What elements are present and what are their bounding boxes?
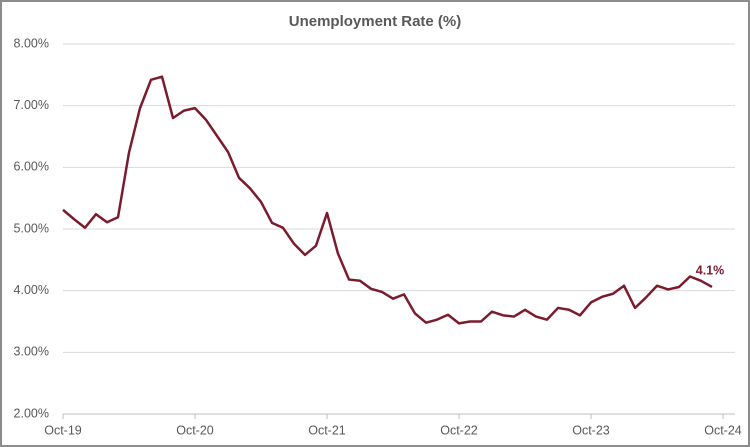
x-tick-label: Oct-19 (44, 423, 82, 437)
x-tick-label: Oct-20 (176, 423, 214, 437)
x-tick-label: Oct-22 (440, 423, 478, 437)
data-label: 4.1% (696, 263, 725, 277)
y-tick-label: 6.00% (14, 160, 49, 174)
y-tick-label: 4.00% (14, 283, 49, 297)
y-tick-label: 7.00% (14, 98, 49, 112)
x-tick-label: Oct-23 (572, 423, 610, 437)
data-line (62, 75, 713, 325)
x-tick-label: Oct-21 (308, 423, 346, 437)
chart-title: Unemployment Rate (%) (289, 13, 462, 30)
y-tick-label: 3.00% (14, 345, 49, 359)
y-tick-label: 8.00% (14, 36, 49, 50)
x-tick-label: Oct-24 (704, 423, 742, 437)
y-tick-label: 2.00% (14, 406, 49, 420)
y-tick-label: 5.00% (14, 221, 49, 235)
